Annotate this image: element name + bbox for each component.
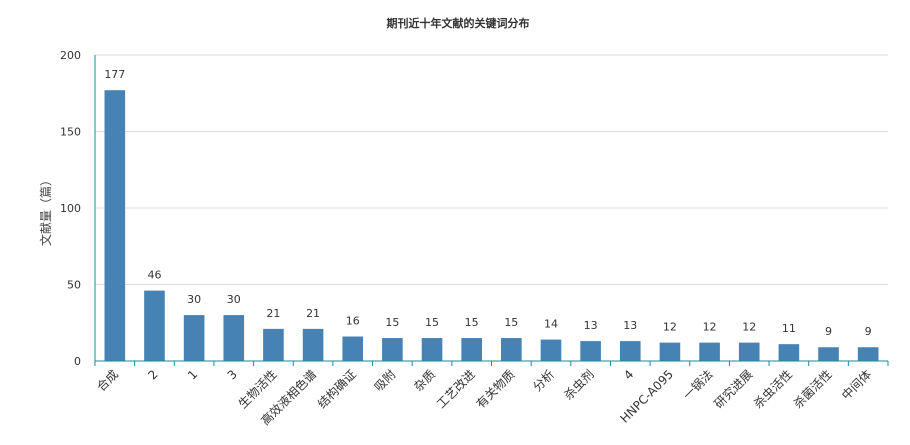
x-category-label: 结构确证 <box>314 367 359 412</box>
data-label: 12 <box>742 321 756 334</box>
bar <box>302 328 324 361</box>
data-label: 15 <box>385 316 399 329</box>
y-axis-label: 文献量（篇） <box>38 174 53 246</box>
x-category-label: 杀虫剂 <box>561 367 597 403</box>
x-category-label: 杀菌活性 <box>790 367 835 412</box>
data-label: 12 <box>663 321 677 334</box>
x-category-label: 3 <box>225 367 240 382</box>
y-tick-label: 50 <box>67 279 81 292</box>
bar <box>619 341 641 361</box>
data-label: 46 <box>147 269 161 282</box>
bar <box>183 315 205 361</box>
x-category-label: 合成 <box>93 367 121 395</box>
bar <box>223 315 245 361</box>
data-labels: 177 46 30 30 21 21 16 15 15 15 15 14 13 13 12 12 12 11 9 9 <box>104 68 871 338</box>
data-label: 15 <box>465 316 479 329</box>
data-label: 12 <box>703 321 717 334</box>
y-tick-label: 200 <box>60 49 81 62</box>
x-category-label: 工艺改进 <box>434 367 478 411</box>
bar <box>857 347 879 361</box>
bar <box>778 344 800 361</box>
data-label: 30 <box>227 293 241 306</box>
bar <box>461 338 482 361</box>
data-label: 21 <box>266 307 280 320</box>
bar <box>580 341 601 361</box>
data-label: 13 <box>623 319 637 332</box>
x-category-label: 杀虫活性 <box>750 367 795 412</box>
x-category-label: 1 <box>185 367 200 382</box>
x-category-label: 有关物质 <box>474 367 518 411</box>
bar <box>540 339 562 361</box>
bar <box>818 347 839 361</box>
data-label: 21 <box>306 307 320 320</box>
bars <box>104 90 879 361</box>
data-label: 30 <box>187 293 201 306</box>
bar <box>501 338 522 361</box>
x-category-label: 4 <box>621 367 636 382</box>
x-category-label: 吸附 <box>372 367 399 394</box>
data-label: 177 <box>104 68 125 81</box>
bar <box>263 328 284 361</box>
x-category-label: 分析 <box>530 367 557 394</box>
y-axis-ticks: 0 50 100 150 200 <box>60 49 81 368</box>
y-tick-label: 100 <box>60 202 81 215</box>
data-label: 9 <box>865 325 872 338</box>
x-category-label: 一锅法 <box>680 367 716 403</box>
data-label: 15 <box>425 316 439 329</box>
bar <box>104 90 126 361</box>
data-label: 15 <box>504 316 518 329</box>
bar <box>342 336 364 361</box>
data-label: 11 <box>782 322 796 335</box>
bar <box>659 342 681 361</box>
data-label: 14 <box>544 318 558 331</box>
x-category-label: 研究进展 <box>711 367 756 412</box>
bar <box>738 342 760 361</box>
x-category-label: 中间体 <box>838 367 874 403</box>
grid-lines <box>95 54 888 285</box>
y-tick-label: 150 <box>60 126 81 139</box>
data-label: 13 <box>584 319 598 332</box>
bar <box>699 342 720 361</box>
y-tick-label: 0 <box>74 355 81 368</box>
bar <box>144 290 165 361</box>
chart-title: 期刊近十年文献的关键词分布 <box>387 16 530 30</box>
bar <box>421 338 443 361</box>
bar <box>382 338 403 361</box>
x-category-label: 2 <box>145 367 160 382</box>
data-label: 16 <box>346 315 360 328</box>
data-label: 9 <box>825 325 832 338</box>
x-category-label: 杂质 <box>411 367 438 394</box>
